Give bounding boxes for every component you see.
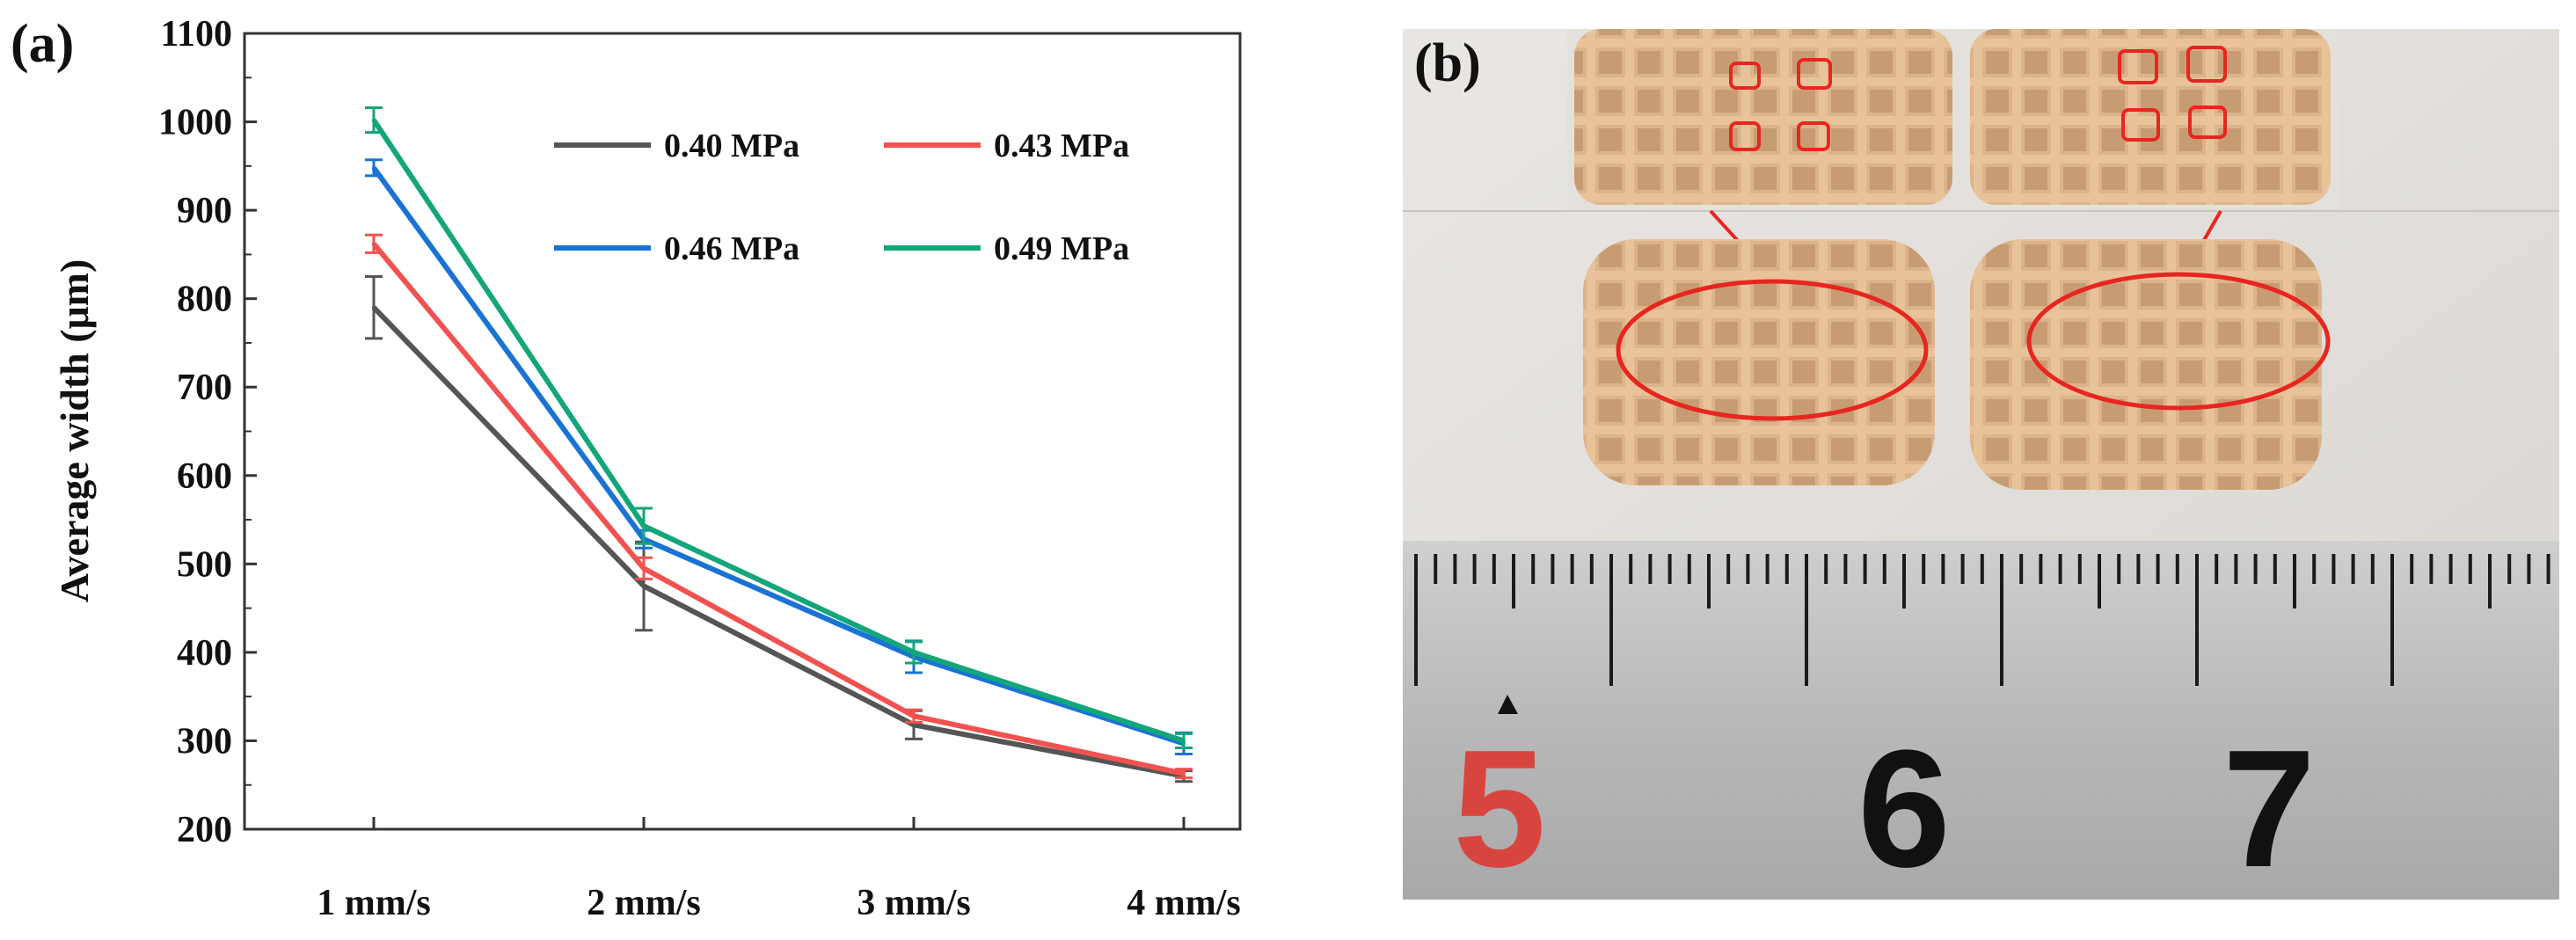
data-point bbox=[642, 524, 646, 528]
data-point bbox=[372, 118, 376, 122]
highlight-ellipse-right bbox=[2026, 272, 2331, 411]
y-tick-label: 800 bbox=[177, 280, 232, 320]
series-line bbox=[371, 305, 1185, 779]
series-layer bbox=[365, 106, 1193, 783]
data-point bbox=[372, 242, 376, 246]
y-tick-label: 400 bbox=[177, 633, 232, 674]
data-point bbox=[912, 650, 916, 654]
ruler-number-6: 6 bbox=[1857, 716, 1951, 902]
photo-panel: 5 6 7 (b) bbox=[1403, 29, 2559, 902]
data-point bbox=[1182, 771, 1186, 776]
series-line bbox=[371, 166, 1185, 747]
scaffold-left bbox=[1583, 239, 1935, 485]
data-point bbox=[642, 584, 646, 588]
pore-highlights bbox=[1729, 46, 2227, 151]
x-tick-label: 4 mm/s bbox=[1127, 883, 1241, 923]
ruler-number-7: 7 bbox=[2222, 716, 2316, 902]
ruler-ticks bbox=[1414, 554, 2550, 686]
series-1 bbox=[365, 233, 1193, 780]
legend: 0.40 MPa 0.43 MPa 0.46 MPa 0.49 MPa bbox=[554, 128, 1129, 267]
data-point bbox=[372, 165, 376, 170]
x-tick-label: 3 mm/s bbox=[857, 883, 971, 923]
highlight-ellipse-left bbox=[1616, 279, 1929, 421]
ruler bbox=[1403, 541, 2559, 900]
inset-left-scaffold bbox=[1574, 29, 1952, 205]
y-tick-label: 900 bbox=[177, 191, 232, 231]
data-point bbox=[1182, 739, 1186, 743]
y-tick-label: 1000 bbox=[158, 103, 232, 143]
legend-label: 0.46 MPa bbox=[664, 230, 799, 267]
series-3 bbox=[365, 106, 1193, 749]
legend-label: 0.43 MPa bbox=[994, 128, 1129, 164]
data-point bbox=[642, 566, 646, 571]
ruler-pointer-icon bbox=[1498, 695, 1518, 714]
panel-a-label: (a) bbox=[11, 14, 74, 74]
line-chart: 200 300 400 500 600 700 800 900 1000 1100 1 mm/s 2… bbox=[52, 14, 1242, 923]
y-tick-label: 600 bbox=[177, 456, 232, 497]
x-tick-label: 1 mm/s bbox=[317, 883, 431, 923]
y-axis: 200 300 400 500 600 700 800 900 1000 1100 bbox=[158, 14, 257, 850]
ruler-number-5: 5 bbox=[1453, 716, 1546, 902]
legend-label: 0.49 MPa bbox=[994, 230, 1129, 267]
data-point bbox=[372, 305, 376, 310]
series-line bbox=[371, 242, 1185, 776]
y-axis-title: Average width (μm) bbox=[52, 259, 97, 603]
series-line bbox=[371, 118, 1185, 744]
y-tick-label: 500 bbox=[177, 544, 232, 585]
legend-label: 0.40 MPa bbox=[664, 128, 799, 164]
y-tick-label: 200 bbox=[177, 810, 232, 850]
data-point bbox=[912, 714, 916, 718]
x-axis: 1 mm/s 2 mm/s 3 mm/s 4 mm/s bbox=[317, 817, 1241, 923]
data-point bbox=[912, 723, 916, 727]
inset-right-scaffold bbox=[1970, 29, 2331, 205]
y-tick-label: 300 bbox=[177, 721, 232, 761]
x-tick-label: 2 mm/s bbox=[587, 883, 701, 923]
y-tick-label: 1100 bbox=[160, 14, 232, 55]
panel-b-label: (b) bbox=[1414, 33, 1481, 93]
y-tick-label: 700 bbox=[177, 368, 232, 408]
